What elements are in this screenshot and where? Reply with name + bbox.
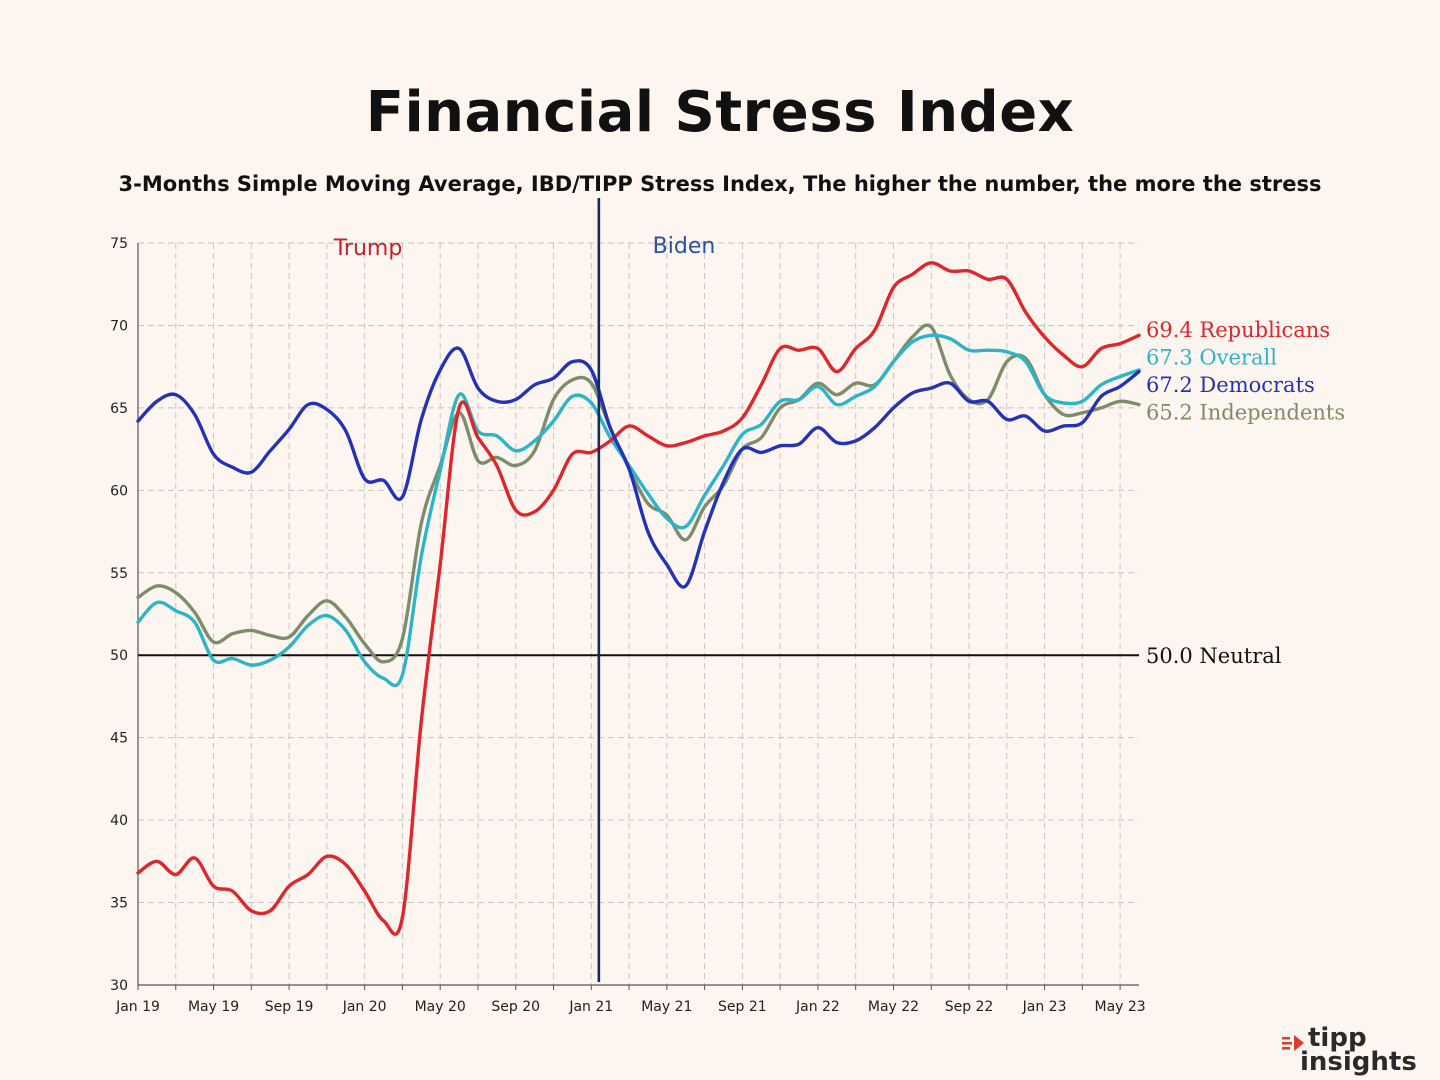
x-tick-label: Jan 20 <box>342 999 387 1015</box>
end-label-independents: 65.2 Independents <box>1146 401 1345 425</box>
x-tick-label: Sep 22 <box>945 999 994 1015</box>
tipp-insights-logo: tipp insights <box>1282 1023 1432 1078</box>
y-tick-label: 30 <box>110 978 128 994</box>
y-tick-label: 35 <box>110 896 128 912</box>
chart-subtitle: 3-Months Simple Moving Average, IBD/TIPP… <box>118 172 1322 196</box>
y-tick-label: 75 <box>110 236 128 252</box>
logo-arrow-icon <box>1282 1035 1304 1051</box>
neutral-line-label: 50.0 Neutral <box>1146 644 1282 668</box>
series-line-republicans <box>136 261 1141 936</box>
y-tick-label: 45 <box>110 731 128 747</box>
x-tick-label: May 21 <box>641 999 692 1015</box>
x-tick-label: May 19 <box>188 999 239 1015</box>
logo-text-insights: insights <box>1300 1047 1417 1077</box>
y-tick-label: 65 <box>110 401 128 417</box>
x-tick-label: Jan 19 <box>115 999 160 1015</box>
series-line-overall <box>136 333 1141 688</box>
end-label-republicans: 69.4 Republicans <box>1146 318 1330 342</box>
series-lines <box>136 261 1141 936</box>
x-tick-label: Sep 20 <box>491 999 540 1015</box>
y-tick-label: 40 <box>110 813 128 829</box>
x-tick-label: Sep 19 <box>265 999 314 1015</box>
logo-text-tipp: tipp <box>1308 1023 1367 1053</box>
end-label-democrats: 67.2 Democrats <box>1146 373 1315 397</box>
x-tick-label: Jan 22 <box>795 999 840 1015</box>
y-tick-label: 60 <box>110 483 128 499</box>
chart-labels: 50.0 Neutral 69.4 Republicans 67.3 Overall… <box>333 198 1345 982</box>
axes: 30 35 40 45 50 55 60 65 70 75 Jan 19 May 19 Sep 19 Ja… <box>110 236 1146 1015</box>
y-tick-label: 50 <box>110 648 128 664</box>
era-label-biden: Biden <box>653 234 716 259</box>
grid-lines <box>138 242 1139 985</box>
x-tick-label: Jan 23 <box>1022 999 1067 1015</box>
chart-title: Financial Stress Index <box>365 80 1075 145</box>
era-label-trump: Trump <box>333 236 403 261</box>
series-line-independents <box>136 323 1141 664</box>
x-tick-label: May 22 <box>868 999 919 1015</box>
x-tick-label: Sep 21 <box>718 999 767 1015</box>
y-tick-label: 70 <box>110 318 128 334</box>
x-tick-label: Jan 21 <box>568 999 613 1015</box>
x-tick-label: May 20 <box>415 999 466 1015</box>
end-label-overall: 67.3 Overall <box>1146 346 1277 370</box>
y-tick-label: 55 <box>110 566 128 582</box>
series-line-democrats <box>136 346 1141 589</box>
x-tick-label: May 23 <box>1095 999 1146 1015</box>
